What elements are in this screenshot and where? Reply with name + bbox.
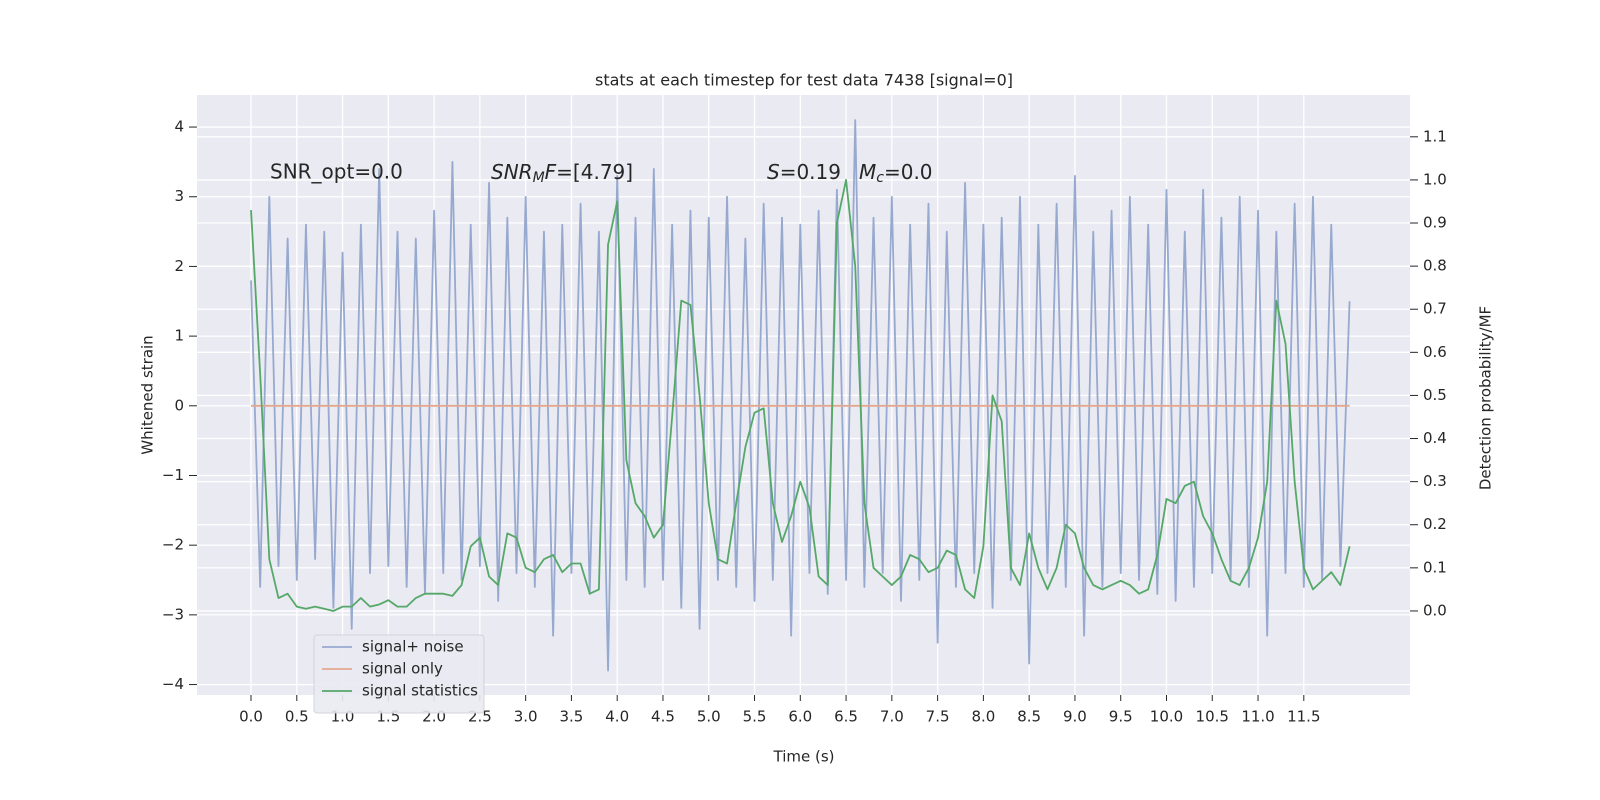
- y-tick-label: −4: [162, 675, 184, 693]
- annotation-part: =0.19: [780, 160, 841, 184]
- annotation: SNR_opt=0.0: [270, 160, 403, 184]
- y2-tick-label: 0.6: [1423, 343, 1447, 361]
- x-tick-label: 10.0: [1150, 708, 1183, 726]
- x-tick-label: 8.0: [971, 708, 995, 726]
- x-tick-label: 6.0: [788, 708, 812, 726]
- y2-tick-label: 0.0: [1423, 601, 1447, 619]
- legend-box: [313, 634, 485, 714]
- series-line: [250, 119, 1351, 672]
- chart-title: stats at each timestep for test data 743…: [595, 71, 1013, 90]
- x-tick-label: 8.5: [1017, 708, 1041, 726]
- annotation-part: =0.0: [884, 160, 933, 184]
- x-tick-label: 0.0: [239, 708, 263, 726]
- legend-label: signal only: [362, 660, 443, 678]
- x-tick-label: 7.5: [926, 708, 950, 726]
- annotation-part: SNR: [491, 160, 533, 184]
- x-tick-label: 3.5: [559, 708, 583, 726]
- x-tick-label: 0.5: [285, 708, 309, 726]
- x-tick-label: 7.0: [880, 708, 904, 726]
- y2-tick-label: 0.3: [1423, 472, 1447, 490]
- annotation-part: F: [545, 160, 557, 184]
- y-tick-label: −2: [162, 536, 184, 554]
- legend-label: signal statistics: [362, 682, 478, 700]
- y2-tick-label: 0.7: [1423, 300, 1447, 318]
- y2-tick-label: 0.1: [1423, 558, 1447, 576]
- annotation-part: M: [533, 170, 545, 186]
- y2-tick-label: 0.8: [1423, 257, 1447, 275]
- annotation-part: M: [859, 160, 876, 184]
- annotation: Mc=0.0: [859, 160, 933, 187]
- y-axis-label: Whitened strain: [139, 335, 157, 454]
- annotation: SNRMF=[4.79]: [491, 160, 633, 187]
- y2-tick-label: 0.4: [1423, 429, 1447, 447]
- y-tick-label: 2: [174, 257, 184, 275]
- x-tick-label: 9.5: [1109, 708, 1133, 726]
- annotation-part: =[4.79]: [556, 160, 633, 184]
- labels: 0.0 0.5 1.0 1.5 2.0 2.5 3.0 3.5 4.0 4.5 5.0 5.5 6.0 6…: [162, 118, 1447, 726]
- x-tick-label: 5.5: [743, 708, 767, 726]
- annotation: S=0.19: [767, 160, 841, 184]
- y-tick-label: −3: [162, 605, 184, 623]
- x-tick-label: 9.0: [1063, 708, 1087, 726]
- y-tick-label: 0: [174, 396, 184, 414]
- y2-axis-label: Detection probability/MF: [1477, 306, 1495, 490]
- legend-label: signal+ noise: [362, 638, 464, 656]
- x-axis-label: Time (s): [773, 748, 835, 766]
- y-tick-label: 4: [174, 118, 184, 136]
- y-tick-label: 1: [174, 327, 184, 345]
- x-tick-label: 3.0: [514, 708, 538, 726]
- y2-tick-label: 1.1: [1423, 127, 1447, 145]
- annotation-part: c: [876, 170, 884, 186]
- y-tick-label: 3: [174, 187, 184, 205]
- series-line: [250, 179, 1351, 612]
- y2-tick-label: 1.0: [1423, 170, 1447, 188]
- y2-tick-label: 0.9: [1423, 214, 1447, 232]
- y2-tick-label: 0.2: [1423, 515, 1447, 533]
- legend: signal+ noise signal only signal statistic…: [313, 634, 485, 714]
- x-tick-label: 4.0: [605, 708, 629, 726]
- x-tick-label: 5.0: [697, 708, 721, 726]
- y2-tick-label: 0.5: [1423, 386, 1447, 404]
- lines: [250, 119, 1351, 672]
- annotation-part: S: [767, 160, 780, 184]
- x-tick-label: 6.5: [834, 708, 858, 726]
- x-tick-label: 4.5: [651, 708, 675, 726]
- x-tick-label: 11.5: [1287, 708, 1320, 726]
- x-tick-label: 11.0: [1241, 708, 1274, 726]
- x-tick-label: 10.5: [1196, 708, 1229, 726]
- y-tick-label: −1: [162, 466, 184, 484]
